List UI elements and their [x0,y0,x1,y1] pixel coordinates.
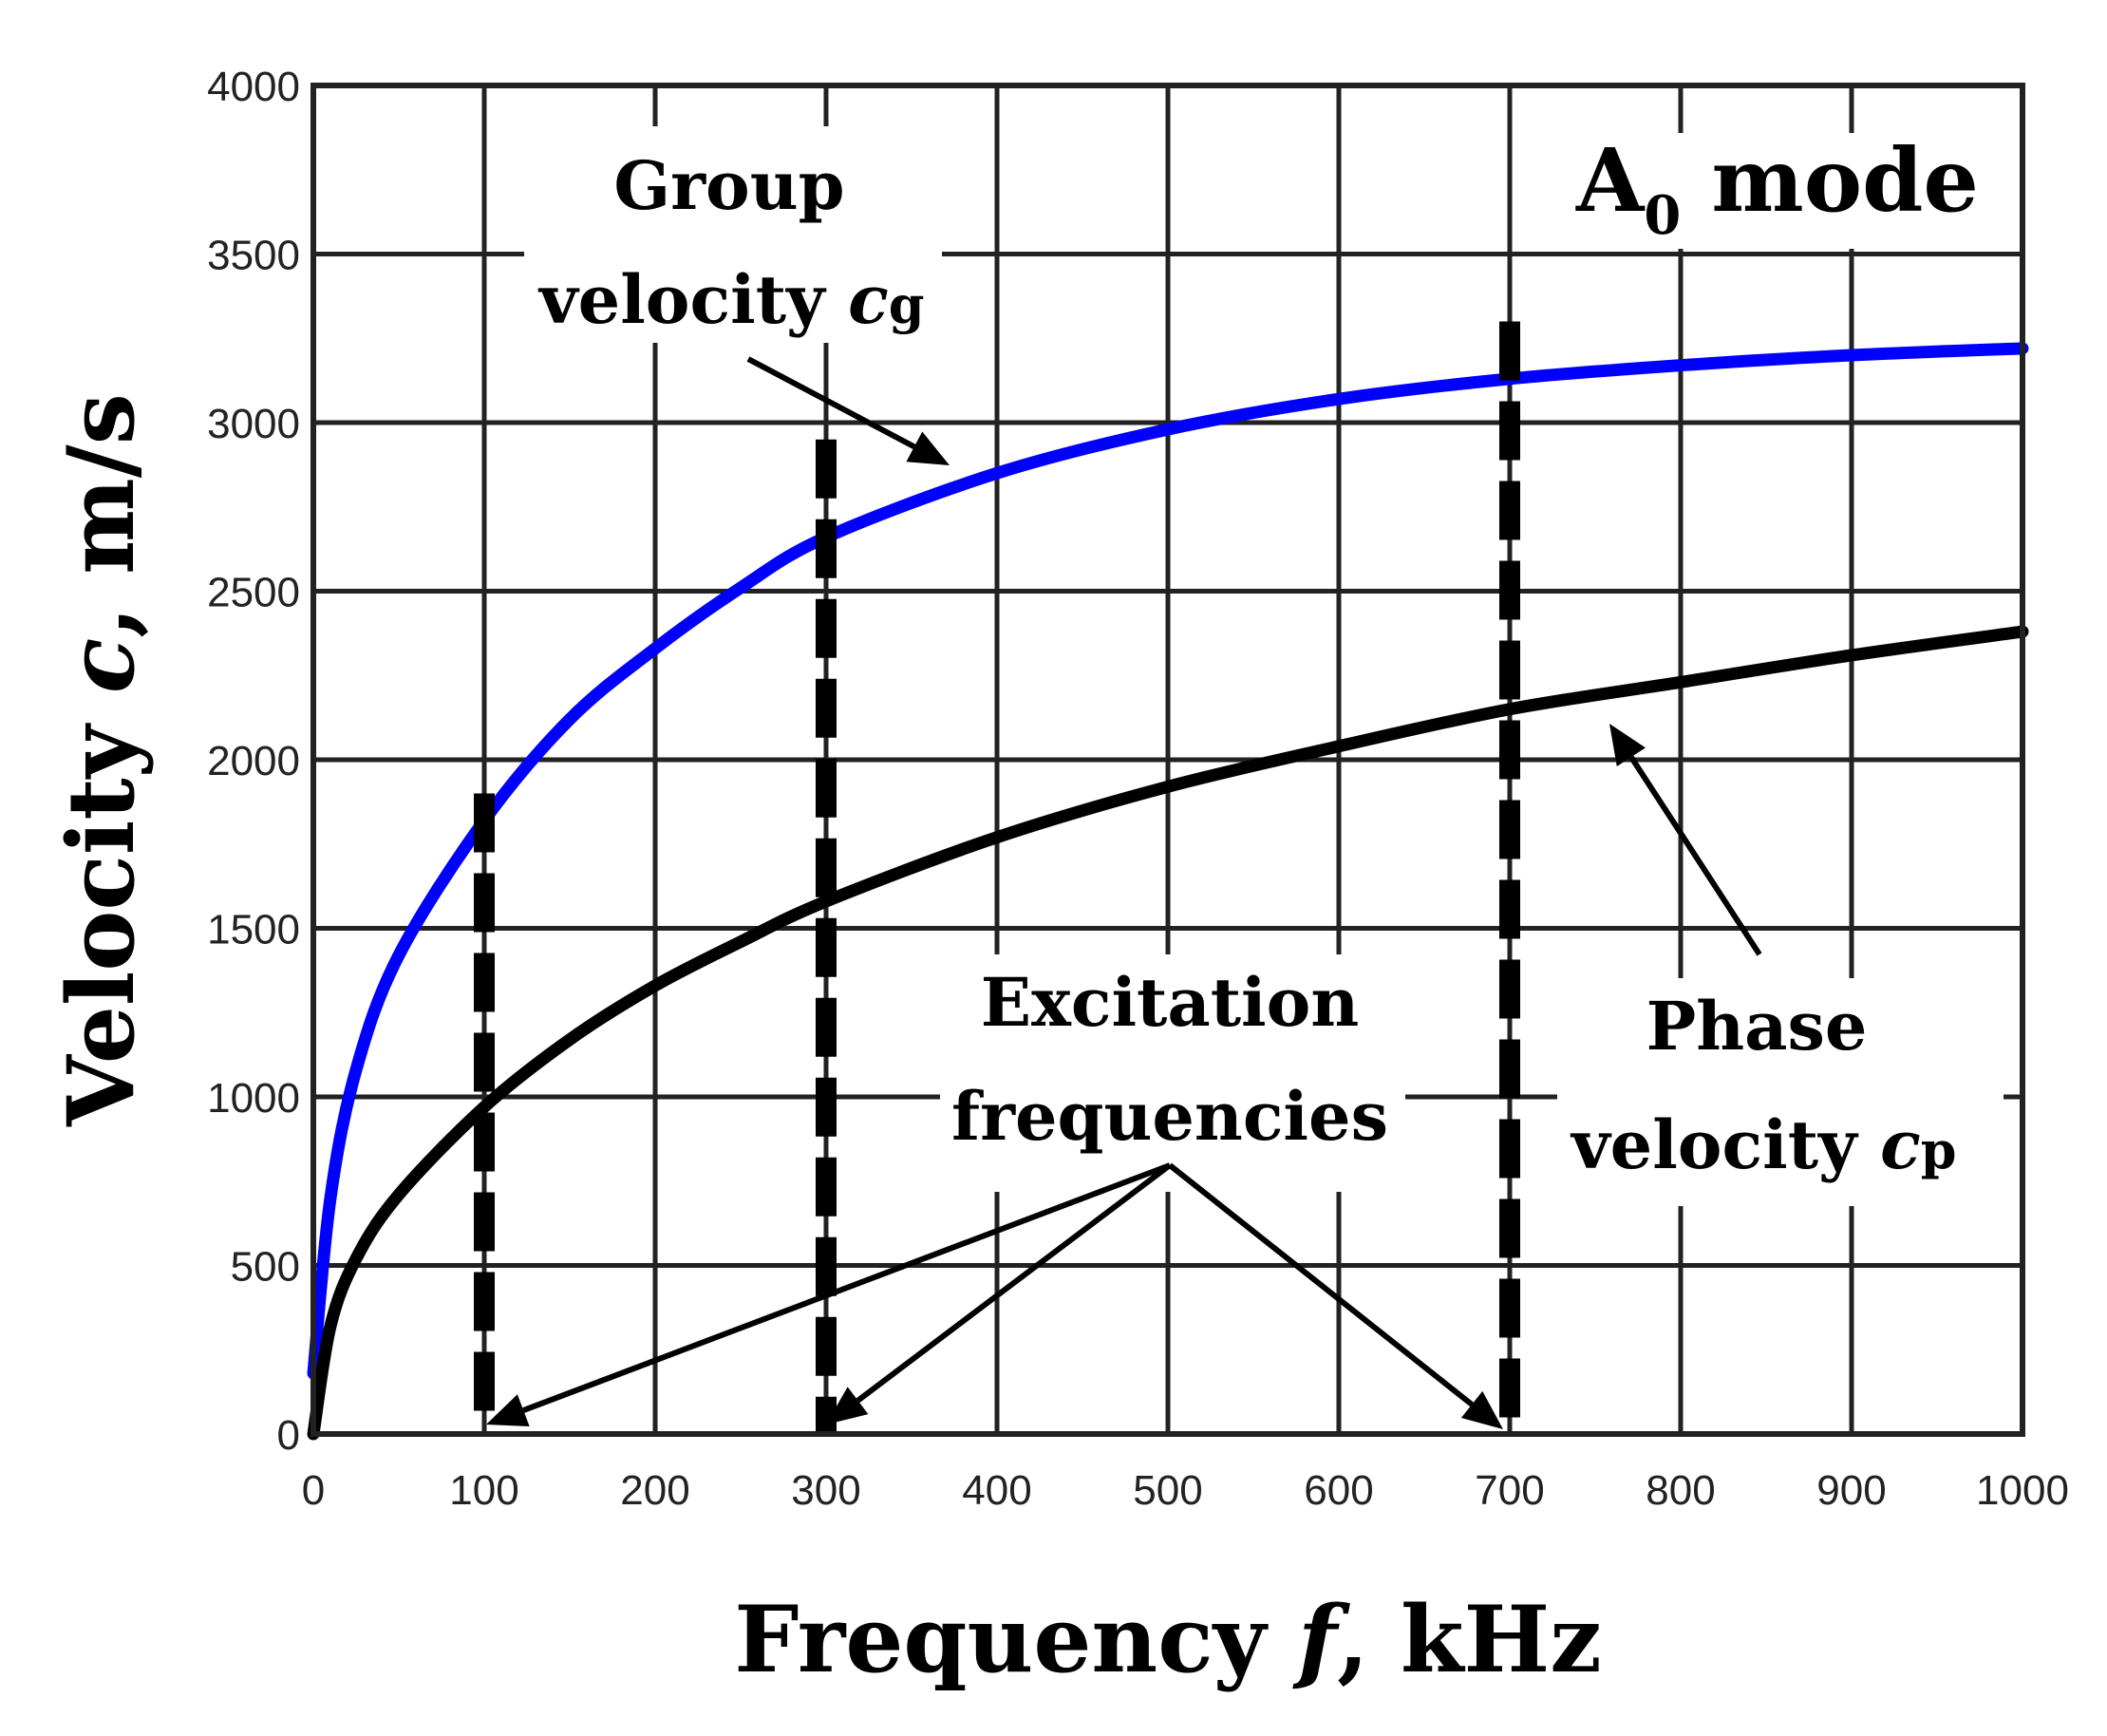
excitation-arrow-100-head [486,1394,530,1426]
excitation-arrow-100 [486,1162,1172,1426]
excitation-annotation-bg [940,954,1405,1192]
x-tick-label: 100 [449,1467,518,1514]
group-label-sub: g [889,274,925,335]
x-tick-label: 1000 [1976,1467,2069,1514]
group-arrow [746,356,950,465]
group-arrow-head [906,431,950,465]
x-axis-unit: , kHz [1337,1586,1602,1693]
y-tick-label: 2000 [207,738,300,784]
y-tick-label: 4000 [207,64,300,110]
arrows [486,356,1762,1429]
phase-annotation-bg [1557,978,2004,1206]
phase-label-velocity: velocity [1570,1105,1859,1184]
excitation-arrow-100-shaft [522,1162,1172,1413]
excitation-arrow-700-head [1460,1390,1503,1429]
x-tick-label: 200 [620,1467,689,1514]
x-tick-label: 700 [1475,1467,1544,1514]
excitation-label-line1: Excitation [981,963,1360,1042]
phase-arrow-shaft [1628,755,1762,956]
excitation-arrow-300 [826,1162,1172,1425]
y-tick-label: 0 [277,1412,300,1459]
excitation-arrow-700-shaft [1168,1162,1474,1407]
x-tick-label: 600 [1304,1467,1373,1514]
x-tick-label: 300 [791,1467,860,1514]
title-bg [1567,133,1994,249]
x-axis-label: Frequency [734,1586,1269,1693]
group-annotation-bg [524,126,942,343]
phase-label-line2: velocity cp [1570,1105,1956,1184]
phase-label-sub: p [1921,1120,1957,1180]
excitation-arrow-300-head [826,1387,869,1425]
group-arrow-shaft [746,356,916,450]
y-axis-label: Velocity [47,722,155,1127]
y-axis-title: Velocity c, m/s [47,393,155,1127]
x-tick-labels: 0 100 200 300 400 500 600 700 800 900 1000 [302,1467,2069,1514]
phase-label-line1: Phase [1646,987,1868,1066]
title-sub: 0 [1644,184,1681,247]
title-main: A [1575,129,1646,232]
x-tick-label: 900 [1816,1467,1886,1514]
group-label-var: c [848,260,889,339]
chart-title: A0 mode [1575,129,1979,247]
y-tick-labels: 0 500 1000 1500 2000 2500 3000 3500 4000 [207,64,300,1459]
x-tick-label: 0 [302,1467,325,1514]
group-label-line2: velocity cg [537,260,924,339]
y-tick-label: 3500 [207,233,300,279]
phase-arrow [1609,724,1762,956]
y-tick-label: 2500 [207,570,300,616]
excitation-lines [474,321,1520,1434]
x-tick-label: 400 [962,1467,1031,1514]
phase-velocity-line [307,625,2029,1441]
excitation-arrow-300-shaft [856,1162,1172,1404]
excitation-label-line2: frequencies [951,1077,1388,1156]
y-tick-label: 3000 [207,401,300,447]
y-axis-var: c [47,638,155,693]
y-axis-unit: , m/s [47,393,155,638]
group-label-line1: Group [613,146,844,225]
y-tick-label: 1000 [207,1075,300,1122]
plot-frame [310,83,2025,1437]
group-label-velocity: velocity [537,260,827,339]
phase-label-var: c [1880,1105,1921,1184]
x-tick-label: 500 [1133,1467,1202,1514]
excitation-arrow-700 [1168,1162,1503,1429]
y-tick-label: 500 [231,1244,300,1291]
title-rest: mode [1681,129,1979,232]
phase-arrow-head [1609,724,1646,767]
y-tick-label: 1500 [207,907,300,953]
x-tick-label: 800 [1646,1467,1715,1514]
x-axis-title: Frequency f, kHz [734,1586,1601,1693]
